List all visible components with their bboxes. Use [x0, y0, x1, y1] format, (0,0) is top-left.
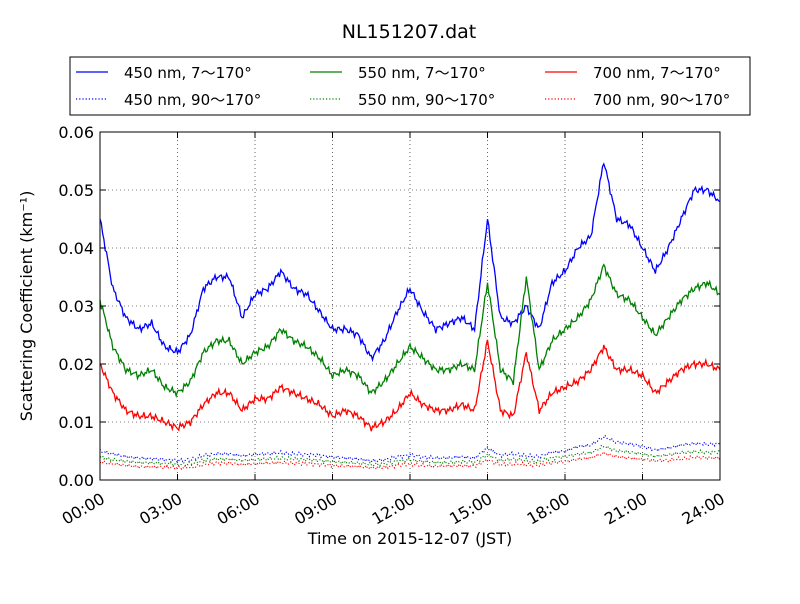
series-line — [99, 263, 721, 399]
series-line — [99, 162, 721, 363]
legend-label: 700 nm, 90～170° — [593, 91, 730, 109]
series-line — [99, 444, 721, 467]
legend-box — [69, 56, 751, 116]
y-tick-label: 0.00 — [58, 471, 94, 490]
y-tick-label: 0.03 — [58, 297, 94, 316]
y-axis-label: Scattering Coefficient (km⁻¹) — [17, 191, 36, 422]
chart-title: NL151207.dat — [342, 21, 477, 43]
series-line — [99, 339, 721, 432]
y-tick-label: 0.05 — [58, 181, 94, 200]
y-tick-label: 0.04 — [58, 239, 94, 258]
legend-label: 550 nm, 7～170° — [358, 64, 486, 82]
legend-label: 450 nm, 7～170° — [124, 64, 252, 82]
grid-layer — [100, 132, 720, 480]
legend-label: 550 nm, 90～170° — [358, 91, 495, 109]
y-tick-label: 0.02 — [58, 355, 94, 374]
series-line — [99, 450, 721, 471]
legend-label: 450 nm, 90～170° — [124, 91, 261, 109]
series-layer — [99, 162, 721, 471]
legend-label: 700 nm, 7～170° — [593, 64, 721, 82]
series-line — [99, 433, 721, 464]
x-axis-label: Time on 2015-12-07 (JST) — [307, 529, 512, 548]
y-tick-label: 0.06 — [58, 123, 94, 142]
legend: 450 nm, 7～170° 450 nm, 90～170° 550 nm, 7～1… — [69, 56, 751, 116]
y-tick-label: 0.01 — [58, 413, 94, 432]
